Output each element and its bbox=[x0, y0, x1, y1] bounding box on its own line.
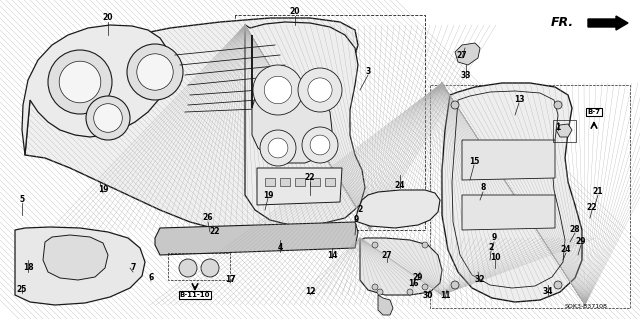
Polygon shape bbox=[25, 18, 358, 233]
Circle shape bbox=[201, 259, 219, 277]
Bar bbox=[295, 178, 305, 186]
Circle shape bbox=[377, 289, 383, 295]
Circle shape bbox=[48, 50, 112, 114]
Circle shape bbox=[310, 135, 330, 155]
Text: 19: 19 bbox=[98, 186, 108, 195]
Circle shape bbox=[451, 281, 459, 289]
Text: 19: 19 bbox=[263, 190, 273, 199]
Circle shape bbox=[308, 78, 332, 102]
Circle shape bbox=[264, 76, 292, 104]
Text: 16: 16 bbox=[408, 279, 419, 288]
Text: 24: 24 bbox=[561, 246, 572, 255]
Bar bbox=[265, 178, 275, 186]
Circle shape bbox=[422, 242, 428, 248]
Polygon shape bbox=[43, 235, 108, 280]
Circle shape bbox=[407, 289, 413, 295]
Circle shape bbox=[302, 127, 338, 163]
Text: 22: 22 bbox=[210, 227, 220, 236]
Text: 32: 32 bbox=[475, 275, 485, 284]
Text: 33: 33 bbox=[461, 70, 471, 79]
Bar bbox=[280, 178, 290, 186]
Text: 18: 18 bbox=[22, 263, 33, 272]
Text: SOK3-B37108: SOK3-B37108 bbox=[564, 305, 607, 309]
Circle shape bbox=[422, 284, 428, 290]
Text: 22: 22 bbox=[305, 174, 316, 182]
Circle shape bbox=[554, 281, 562, 289]
Text: 8: 8 bbox=[480, 183, 486, 192]
Circle shape bbox=[137, 54, 173, 90]
Polygon shape bbox=[257, 168, 342, 205]
Text: B-7: B-7 bbox=[588, 109, 600, 115]
Polygon shape bbox=[462, 195, 555, 230]
Text: 7: 7 bbox=[131, 263, 136, 272]
Polygon shape bbox=[245, 22, 365, 225]
Text: 11: 11 bbox=[440, 292, 451, 300]
Polygon shape bbox=[15, 227, 145, 305]
Circle shape bbox=[268, 138, 288, 158]
Polygon shape bbox=[22, 25, 170, 155]
Polygon shape bbox=[455, 43, 480, 65]
Circle shape bbox=[93, 104, 122, 132]
Text: 24: 24 bbox=[395, 181, 405, 189]
Circle shape bbox=[451, 101, 459, 109]
Text: 1: 1 bbox=[556, 122, 561, 131]
Text: 20: 20 bbox=[103, 13, 113, 23]
Text: 27: 27 bbox=[381, 250, 392, 259]
Text: 25: 25 bbox=[17, 286, 27, 294]
Polygon shape bbox=[252, 35, 332, 163]
Text: B-11-10: B-11-10 bbox=[180, 292, 211, 298]
Text: 27: 27 bbox=[457, 50, 467, 60]
Circle shape bbox=[298, 68, 342, 112]
Circle shape bbox=[554, 101, 562, 109]
Circle shape bbox=[59, 61, 101, 103]
Polygon shape bbox=[556, 124, 572, 137]
Bar bbox=[325, 178, 335, 186]
Circle shape bbox=[372, 284, 378, 290]
Polygon shape bbox=[378, 295, 393, 315]
Circle shape bbox=[86, 96, 130, 140]
Polygon shape bbox=[462, 140, 555, 180]
Polygon shape bbox=[442, 83, 582, 302]
Text: 9: 9 bbox=[492, 234, 497, 242]
Circle shape bbox=[179, 259, 197, 277]
Text: FR.: FR. bbox=[551, 17, 574, 29]
Text: 26: 26 bbox=[203, 213, 213, 222]
Text: 4: 4 bbox=[277, 243, 283, 253]
Polygon shape bbox=[155, 222, 358, 255]
Text: 17: 17 bbox=[225, 276, 236, 285]
Text: 34: 34 bbox=[543, 287, 553, 296]
Text: 14: 14 bbox=[327, 250, 337, 259]
Polygon shape bbox=[355, 190, 440, 228]
Text: 2: 2 bbox=[488, 243, 493, 253]
Circle shape bbox=[260, 130, 296, 166]
Circle shape bbox=[372, 242, 378, 248]
Text: 10: 10 bbox=[490, 253, 500, 262]
Text: 5: 5 bbox=[19, 196, 24, 204]
Text: 12: 12 bbox=[305, 287, 316, 296]
Bar bbox=[310, 178, 320, 186]
Polygon shape bbox=[360, 238, 442, 295]
Text: 15: 15 bbox=[469, 158, 479, 167]
Text: 29: 29 bbox=[576, 238, 586, 247]
Text: 20: 20 bbox=[290, 8, 300, 17]
Text: 13: 13 bbox=[514, 95, 524, 105]
Text: 2: 2 bbox=[357, 205, 363, 214]
Circle shape bbox=[253, 65, 303, 115]
Circle shape bbox=[127, 44, 183, 100]
Text: 3: 3 bbox=[365, 68, 371, 77]
Text: 9: 9 bbox=[353, 216, 358, 225]
Text: 29: 29 bbox=[413, 272, 423, 281]
Text: 22: 22 bbox=[587, 203, 597, 211]
Text: 6: 6 bbox=[148, 273, 154, 283]
Text: 28: 28 bbox=[570, 226, 580, 234]
FancyArrow shape bbox=[588, 16, 628, 30]
Text: 21: 21 bbox=[593, 188, 604, 197]
Text: 30: 30 bbox=[423, 291, 433, 300]
